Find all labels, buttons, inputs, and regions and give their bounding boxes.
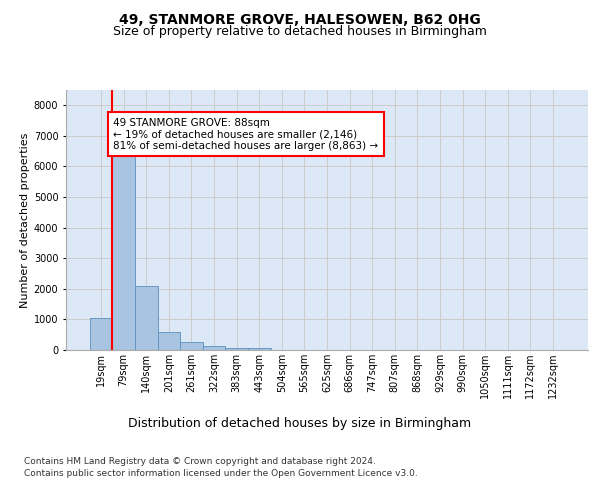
Text: 49 STANMORE GROVE: 88sqm
← 19% of detached houses are smaller (2,146)
81% of sem: 49 STANMORE GROVE: 88sqm ← 19% of detach…	[113, 118, 379, 150]
Bar	[180, 342, 203, 350]
Bar	[135, 286, 158, 350]
Text: 49, STANMORE GROVE, HALESOWEN, B62 0HG: 49, STANMORE GROVE, HALESOWEN, B62 0HG	[119, 12, 481, 26]
Y-axis label: Number of detached properties: Number of detached properties	[20, 132, 29, 308]
Bar	[226, 348, 248, 350]
Text: Size of property relative to detached houses in Birmingham: Size of property relative to detached ho…	[113, 25, 487, 38]
Bar	[112, 145, 135, 350]
Bar	[203, 346, 226, 350]
Bar	[158, 332, 180, 350]
Text: Contains HM Land Registry data © Crown copyright and database right 2024.: Contains HM Land Registry data © Crown c…	[24, 458, 376, 466]
Bar	[248, 348, 271, 350]
Bar	[90, 318, 112, 350]
Text: Contains public sector information licensed under the Open Government Licence v3: Contains public sector information licen…	[24, 469, 418, 478]
Text: Distribution of detached houses by size in Birmingham: Distribution of detached houses by size …	[128, 418, 472, 430]
